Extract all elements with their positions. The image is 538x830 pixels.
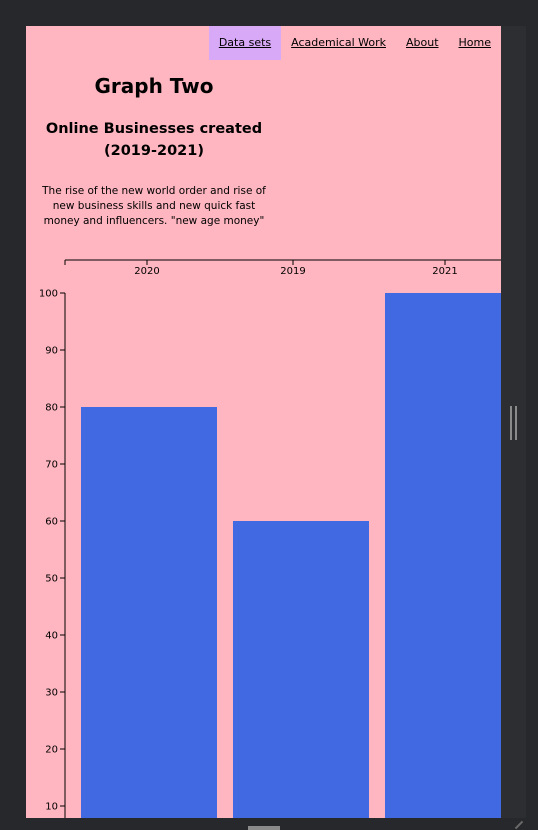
- bar-2021: [385, 293, 501, 818]
- nav-link-about[interactable]: About: [405, 36, 439, 49]
- page-description: The rise of the new world order and rise…: [42, 185, 266, 227]
- nav-link-home[interactable]: Home: [458, 36, 491, 49]
- page-viewport: Data sets Academical Work About Home Gra…: [26, 26, 501, 818]
- y-tick-label-10: 10: [45, 802, 58, 813]
- x-tick-label-2019: 2019: [280, 266, 305, 277]
- y-tick-label-80: 80: [45, 403, 58, 414]
- bar-2019: [233, 521, 369, 818]
- resize-grip-icon[interactable]: [514, 820, 524, 830]
- y-tick-label-70: 70: [45, 460, 58, 471]
- y-tick-label-60: 60: [45, 517, 58, 528]
- scrollbar-handle[interactable]: [510, 406, 517, 440]
- y-tick-label-30: 30: [45, 688, 58, 699]
- nav-link-data-sets[interactable]: Data sets: [208, 26, 282, 60]
- bar-chart: 2020 2019 2021 10 20 30 40 50 60 70 80 90 100: [39, 259, 501, 818]
- y-tick-label-100: 100: [39, 289, 58, 300]
- y-tick-label-40: 40: [45, 631, 58, 642]
- vertical-scrollbar[interactable]: [501, 26, 526, 818]
- top-nav: Data sets Academical Work About Home: [208, 26, 501, 60]
- y-tick-label-90: 90: [45, 346, 58, 357]
- horizontal-scroll-handle[interactable]: [248, 826, 280, 830]
- x-tick-label-2020: 2020: [134, 266, 159, 277]
- page-title: Graph Two: [94, 74, 214, 98]
- x-tick-label-2021: 2021: [432, 266, 457, 277]
- nav-link-academical-work[interactable]: Academical Work: [291, 36, 386, 49]
- y-tick-label-20: 20: [45, 745, 58, 756]
- y-tick-label-50: 50: [45, 574, 58, 585]
- bar-2020: [81, 407, 217, 818]
- page-subtitle: Online Businesses created (2019-2021): [45, 121, 263, 159]
